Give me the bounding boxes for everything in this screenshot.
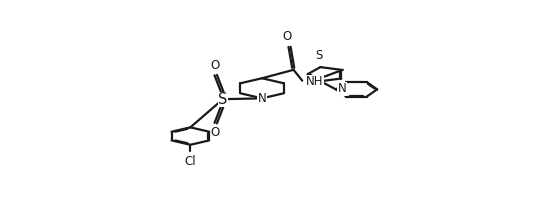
Text: N: N bbox=[338, 82, 346, 95]
Text: N: N bbox=[258, 92, 266, 105]
Text: S: S bbox=[218, 92, 227, 107]
Text: O: O bbox=[282, 30, 292, 43]
Text: NH: NH bbox=[306, 75, 324, 88]
Text: O: O bbox=[211, 59, 220, 72]
Text: O: O bbox=[211, 126, 220, 139]
Text: Cl: Cl bbox=[185, 155, 196, 168]
Text: S: S bbox=[316, 49, 323, 62]
